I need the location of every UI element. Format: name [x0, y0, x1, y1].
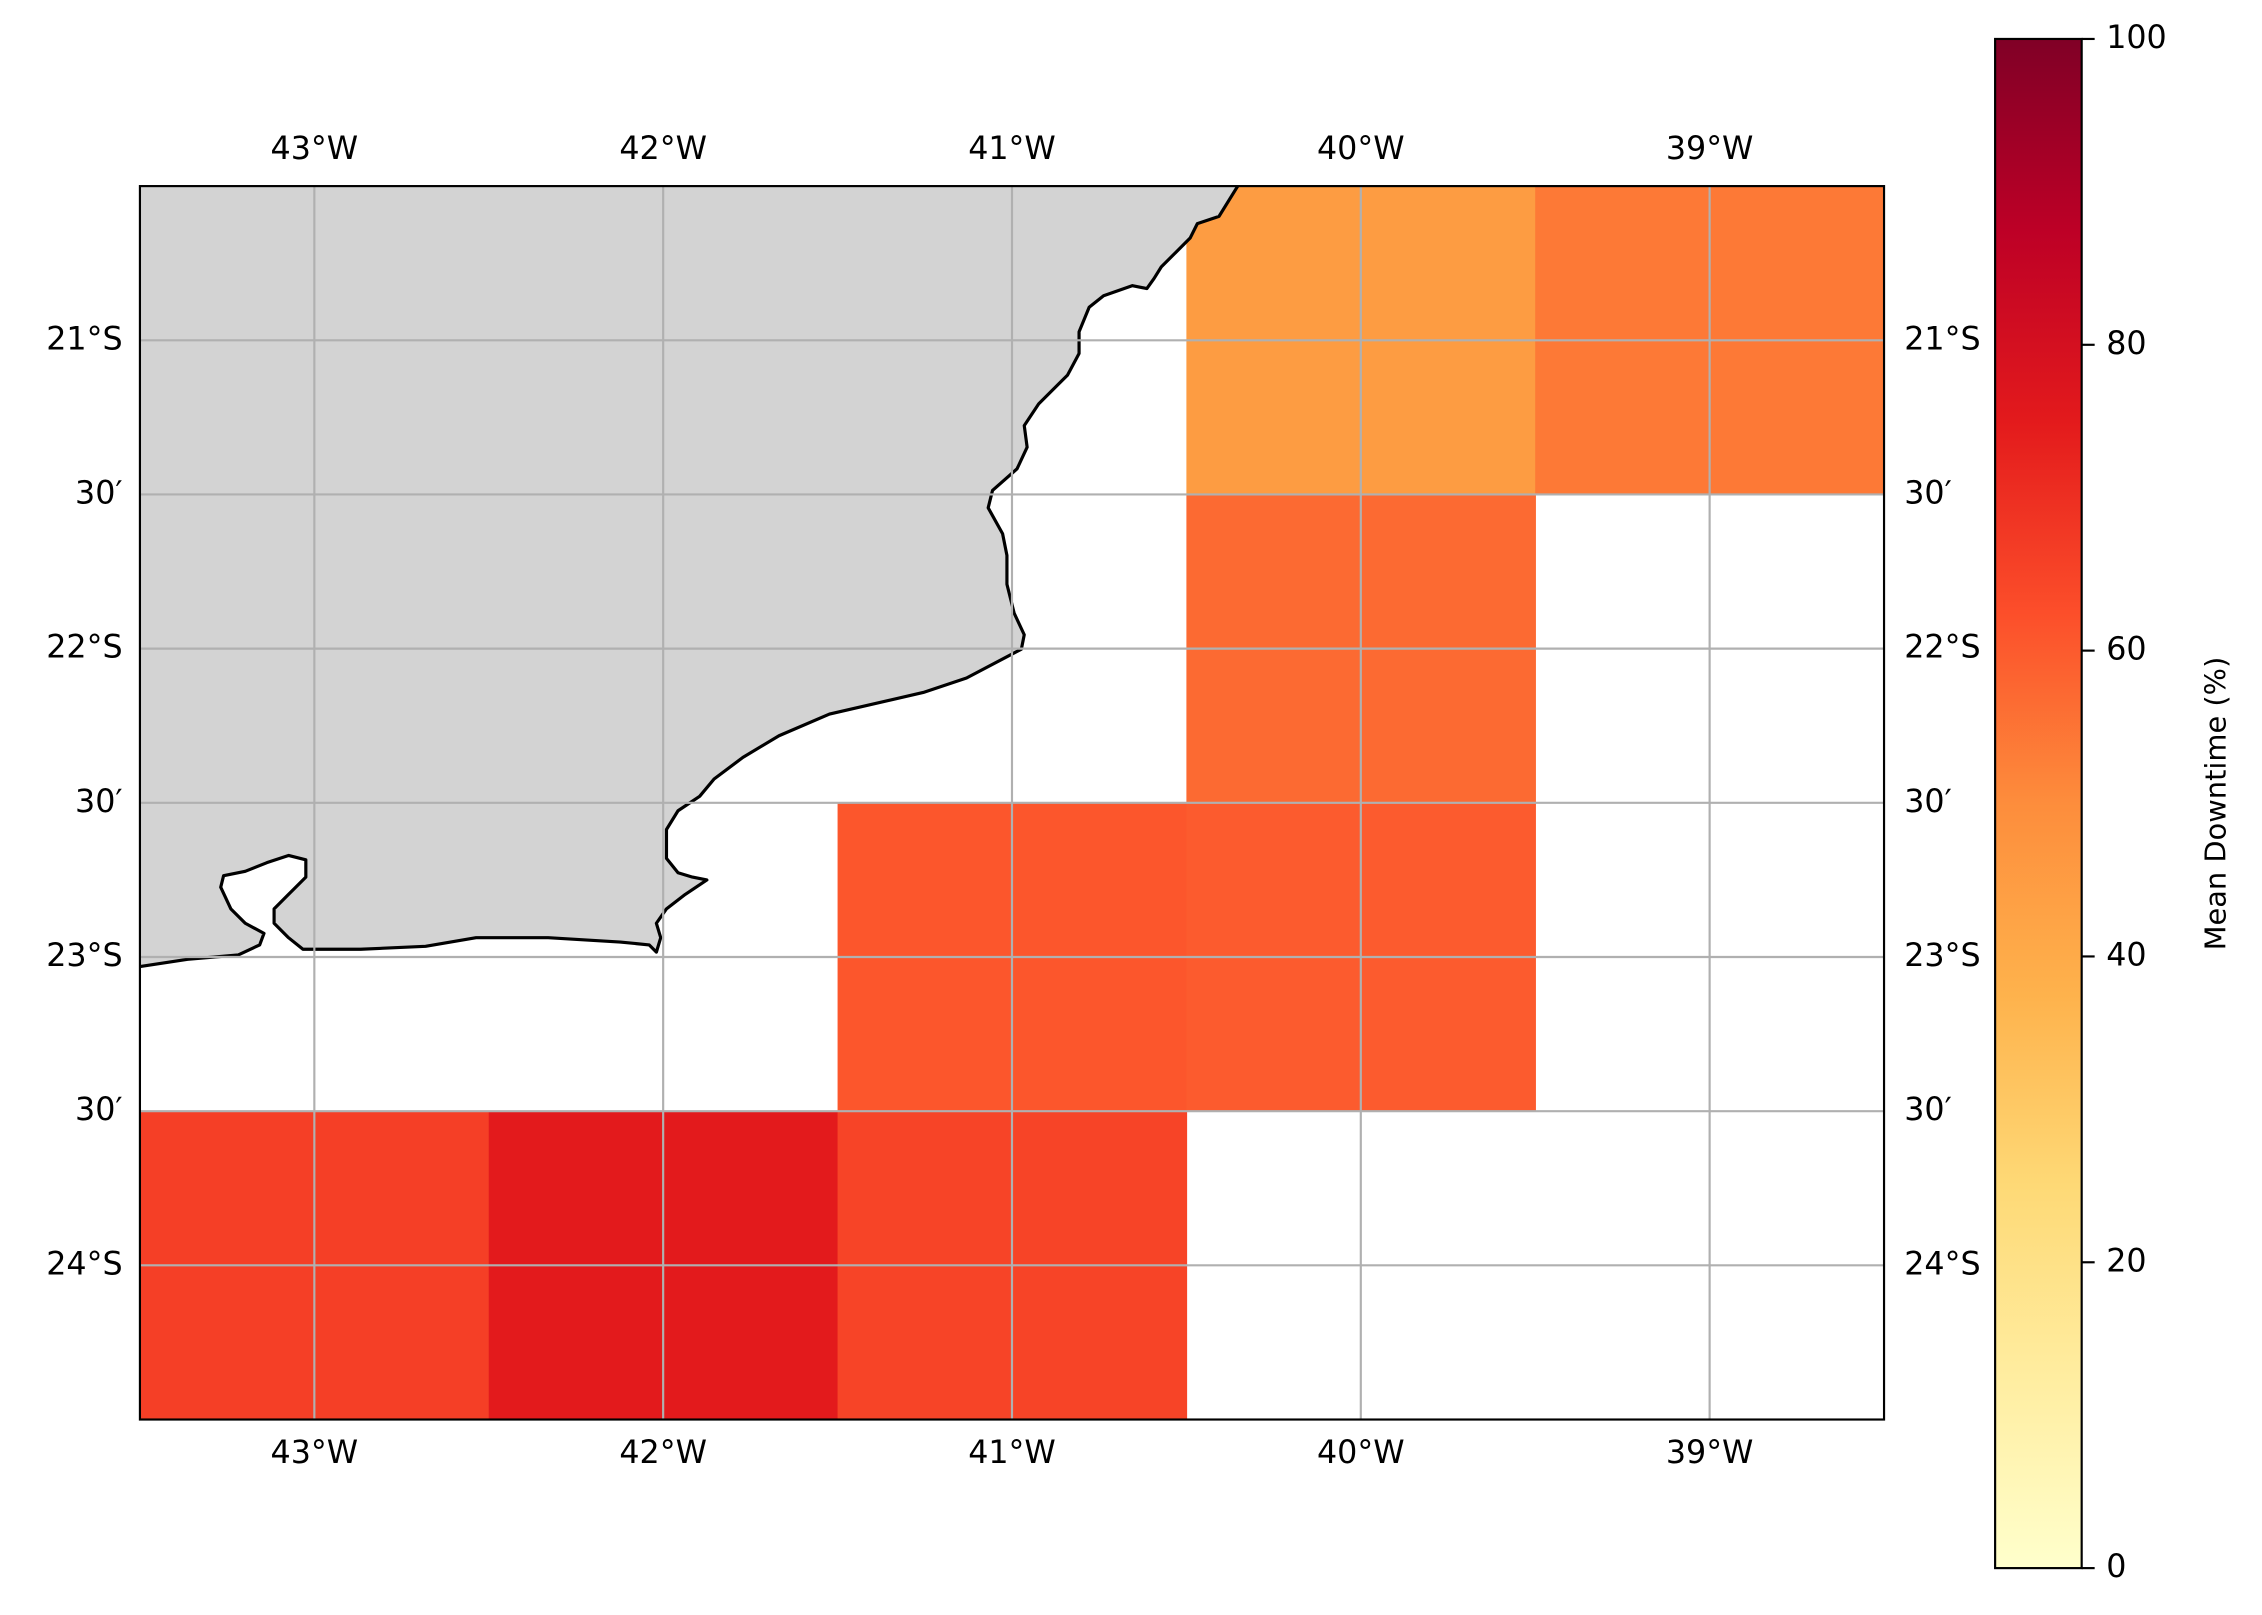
coastline — [139, 185, 1240, 969]
y-tick-label: 22°S — [1904, 630, 1980, 666]
colorbar-label: Mean Downtime (%) — [2198, 657, 2232, 951]
colorbar-tick-label: 40 — [2106, 937, 2146, 973]
colorbar-tick-label: 20 — [2106, 1243, 2146, 1279]
colorbar-tick-label: 60 — [2106, 632, 2146, 668]
x-tick-label: 39°W — [1666, 131, 1754, 167]
x-tick-label: 40°W — [1317, 1435, 1405, 1471]
y-tick-label: 23°S — [46, 938, 122, 974]
y-tick-label: 23°S — [1904, 938, 1980, 974]
x-tick-label: 43°W — [271, 131, 359, 167]
x-tick-label: 39°W — [1666, 1435, 1754, 1471]
y-tick-label: 30′ — [1904, 475, 1952, 511]
colorbar-tick-label: 80 — [2106, 326, 2146, 362]
y-tick-label: 22°S — [46, 630, 122, 666]
y-tick-label: 21°S — [1904, 321, 1980, 357]
y-tick-label: 30′ — [1904, 784, 1952, 820]
colorbar-tick-label: 100 — [2106, 20, 2167, 56]
map-frame — [138, 185, 1886, 1421]
y-tick-label: 24°S — [1904, 1246, 1980, 1282]
y-tick-label: 24°S — [46, 1246, 122, 1282]
colorbar — [1994, 37, 2083, 1570]
y-tick-label: 30′ — [75, 784, 123, 820]
y-tick-label: 30′ — [75, 1092, 123, 1128]
x-tick-label: 42°W — [619, 131, 707, 167]
grid — [139, 186, 1885, 1420]
x-tick-label: 40°W — [1317, 131, 1405, 167]
x-tick-label: 43°W — [271, 1435, 359, 1471]
y-tick-label: 30′ — [1904, 1092, 1952, 1128]
land — [139, 186, 1238, 967]
y-tick-label: 21°S — [46, 321, 122, 357]
colorbar-tick-label: 0 — [2106, 1549, 2126, 1585]
x-tick-label: 41°W — [968, 131, 1056, 167]
y-tick-label: 30′ — [75, 475, 123, 511]
labels: 43°W 43°W 42°W 42°W 41°W 41°W 40°W 40°W 39°W 39°W… — [46, 20, 2166, 1585]
x-tick-label: 41°W — [968, 1435, 1056, 1471]
x-tick-label: 42°W — [619, 1435, 707, 1471]
